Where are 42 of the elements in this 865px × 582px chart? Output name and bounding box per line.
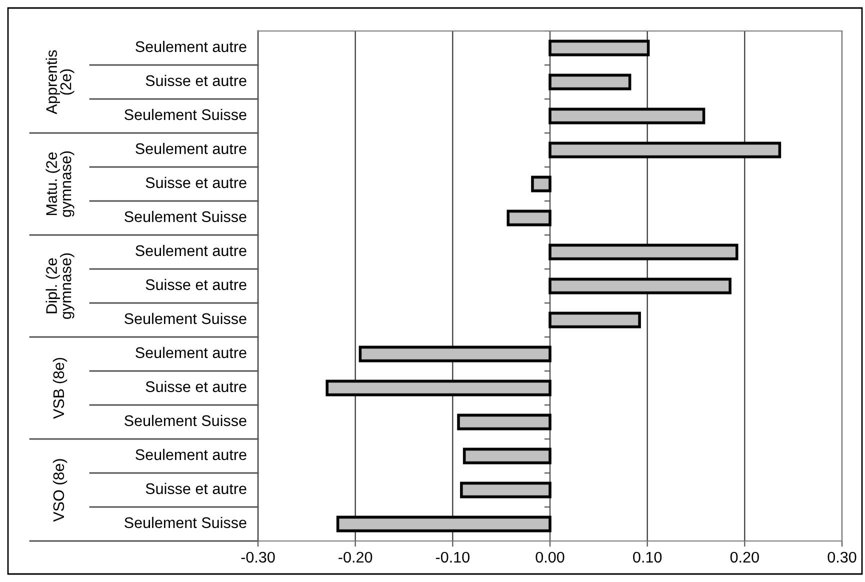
y-tick-label: Seulement autre [136, 346, 246, 358]
bar [548, 74, 632, 90]
y-tick-label: Seulement autre [136, 448, 246, 460]
x-tick-label: -0.10 [436, 552, 470, 563]
y-tick-label: Seulement Suisse [124, 210, 246, 222]
bar [460, 482, 552, 498]
text: VSB (8e) [52, 358, 68, 419]
y-tick-label: Seulement Suisse [124, 312, 246, 324]
y-tick-label: Seulement Suisse [124, 108, 246, 120]
y-tick-label: Seulement Suisse [124, 414, 246, 426]
x-tick-label: -0.30 [241, 552, 275, 563]
y-tick-label: Suisse et autre [146, 176, 246, 188]
y-tick-label: Suisse et autre [146, 74, 246, 86]
bar [462, 448, 552, 464]
bar [326, 380, 552, 396]
y-tick-label: Seulement autre [136, 244, 246, 256]
text: Matu. (2e gymnase) [46, 151, 74, 217]
x-tick-label: 0.30 [828, 552, 856, 563]
y-tick-label: Seulement autre [136, 40, 246, 52]
y-tick-label: Suisse et autre [146, 482, 246, 494]
text: VSO (8e) [52, 459, 68, 522]
bar [531, 176, 552, 192]
bar [548, 278, 732, 294]
bar [336, 516, 552, 532]
bar [548, 244, 738, 260]
y-tick-label: Suisse et autre [146, 380, 246, 392]
text: Dipl. (2e gymnase) [46, 253, 74, 319]
bar [506, 210, 552, 226]
y-tick-label: Suisse et autre [146, 278, 246, 290]
bar [548, 108, 706, 124]
bar [548, 142, 782, 158]
bar [548, 40, 650, 56]
x-tick-label: 0.10 [633, 552, 662, 563]
y-tick-label: Seulement Suisse [124, 516, 246, 528]
x-tick-label: -0.20 [338, 552, 372, 563]
x-tick-label: 0.00 [536, 552, 564, 563]
bar [457, 414, 552, 430]
y-tick-label: Seulement autre [136, 142, 246, 154]
bar [548, 312, 641, 328]
bar [358, 346, 552, 362]
x-tick-label: 0.20 [730, 552, 759, 563]
text: Apprentis (2e) [46, 50, 74, 114]
